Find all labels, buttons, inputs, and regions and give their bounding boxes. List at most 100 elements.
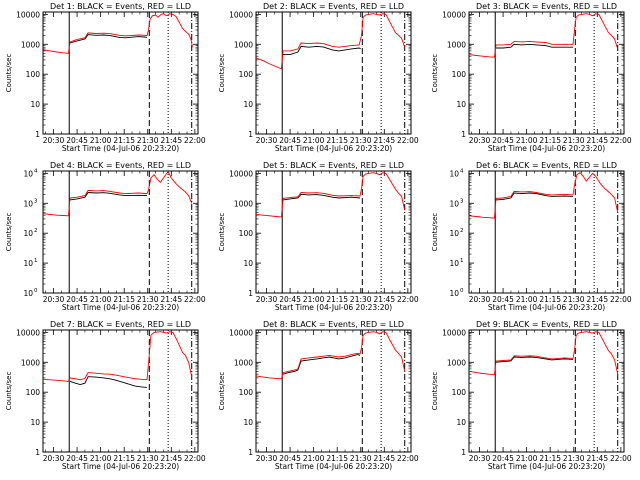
y-tick-label: 100 [452,70,467,79]
x-tick-label: 21:30 [137,454,159,463]
y-tick-label: 10 [243,100,253,109]
panel-title: Det 9: BLACK = Events, RED = LLD [476,320,617,329]
series-lld [42,331,193,382]
panel-det-8: Det 8: BLACK = Events, RED = LLD 1 10 100 10… [218,320,419,471]
x-tick-label: 21:00 [303,295,325,304]
series-lld [468,172,619,219]
x-tick-label: 21:00 [90,454,112,463]
y-axis-label: Counts/sec [431,372,439,411]
x-tick-label: 20:30 [469,454,491,463]
panel-title: Det 6: BLACK = Events, RED = LLD [476,161,617,170]
x-axis-label: Start Time (04-Jul-06 20:23:20) [275,144,392,153]
x-tick-label: 21:30 [350,136,372,145]
x-tick-label: 21:30 [137,295,159,304]
y-tick-label: 100 [452,388,467,397]
y-tick-label: 10000 [442,10,466,19]
panel-title: Det 4: BLACK = Events, RED = LLD [50,161,191,170]
x-tick-label: 20:45 [66,295,88,304]
x-axis-label: Start Time (04-Jul-06 20:23:20) [275,462,392,471]
x-tick-label: 21:45 [586,136,608,145]
y-tick-label: 10000 [16,10,40,19]
plot-frame [255,11,412,135]
y-tick-label: 1 [35,448,40,457]
x-tick-label: 21:30 [563,295,585,304]
y-axis-label: Counts/sec [431,54,439,93]
x-tick-label: 21:00 [516,454,538,463]
x-tick-label: 21:00 [303,454,325,463]
x-tick-label: 20:45 [66,136,88,145]
y-tick-exponent: 0 [34,288,38,294]
y-tick-label: 10 [449,229,459,238]
y-tick-label: 10 [449,169,459,178]
x-tick-label: 22:00 [397,295,419,304]
y-axis-label: Counts/sec [5,213,13,252]
x-axis-label: Start Time (04-Jul-06 20:23:20) [62,462,179,471]
x-tick-label: 21:30 [350,454,372,463]
y-tick-label: 10000 [16,328,40,337]
x-tick-label: 21:00 [90,295,112,304]
x-tick-label: 20:30 [43,454,65,463]
series-lld [468,331,619,376]
x-tick-label: 20:30 [256,136,278,145]
x-tick-label: 21:15 [326,295,348,304]
x-tick-label: 22:00 [610,454,632,463]
x-tick-label: 21:30 [563,454,585,463]
y-tick-label: 10 [243,259,253,268]
x-tick-label: 22:00 [610,136,632,145]
y-tick-label: 10000 [229,169,253,178]
x-tick-label: 22:00 [184,295,206,304]
panel-det-1: Det 1: BLACK = Events, RED = LLD 1 10 100 10… [5,2,206,153]
y-tick-label: 1 [248,448,253,457]
x-axis-label: Start Time (04-Jul-06 20:23:20) [488,462,605,471]
y-axis-label: Counts/sec [431,213,439,252]
y-tick-label: 10 [449,289,459,298]
y-tick-exponent: 3 [34,198,38,204]
y-tick-exponent: 2 [34,228,38,234]
panel-det-7: Det 7: BLACK = Events, RED = LLD 1 10 100 10… [5,320,206,471]
x-tick-label: 21:15 [326,454,348,463]
x-tick-label: 22:00 [184,136,206,145]
x-tick-label: 21:30 [350,295,372,304]
y-tick-label: 1000 [234,199,253,208]
y-tick-label: 1000 [447,358,466,367]
y-tick-label: 10 [30,418,40,427]
y-axis-label: Counts/sec [5,54,13,93]
series-lld [255,331,406,380]
panel-det-3: Det 3: BLACK = Events, RED = LLD 1 10 100 10… [431,2,632,153]
x-tick-label: 21:00 [90,136,112,145]
series-events [283,45,361,56]
y-axis-label: Counts/sec [5,372,13,411]
y-tick-label: 10 [456,100,466,109]
y-tick-label: 10 [243,418,253,427]
plot-frame [468,329,625,453]
series-lld [42,13,193,54]
x-tick-label: 20:30 [469,136,491,145]
y-tick-label: 100 [26,70,41,79]
x-tick-label: 20:45 [279,295,301,304]
x-axis-label: Start Time (04-Jul-06 20:23:20) [62,303,179,312]
y-tick-exponent: 1 [460,258,464,264]
y-tick-label: 10 [23,199,33,208]
panel-title: Det 8: BLACK = Events, RED = LLD [263,320,404,329]
y-axis-label: Counts/sec [218,54,226,93]
x-tick-label: 21:30 [137,136,159,145]
y-tick-label: 10 [30,100,40,109]
x-tick-label: 20:45 [492,136,514,145]
y-tick-exponent: 4 [34,168,38,174]
x-tick-label: 21:15 [539,454,561,463]
series-lld [255,172,406,218]
panel-det-9: Det 9: BLACK = Events, RED = LLD 1 10 100 10… [431,320,632,471]
panel-det-5: Det 5: BLACK = Events, RED = LLD 1 10 100 10… [218,161,419,312]
x-tick-label: 20:45 [66,454,88,463]
plot-frame [42,11,199,135]
x-tick-label: 21:45 [373,454,395,463]
panel-det-2: Det 2: BLACK = Events, RED = LLD 1 10 100 10… [218,2,419,153]
panel-title: Det 2: BLACK = Events, RED = LLD [263,2,404,11]
y-tick-exponent: 2 [460,228,464,234]
y-tick-label: 10000 [229,10,253,19]
y-tick-exponent: 3 [460,198,464,204]
x-tick-label: 21:00 [516,136,538,145]
y-tick-exponent: 1 [34,258,38,264]
